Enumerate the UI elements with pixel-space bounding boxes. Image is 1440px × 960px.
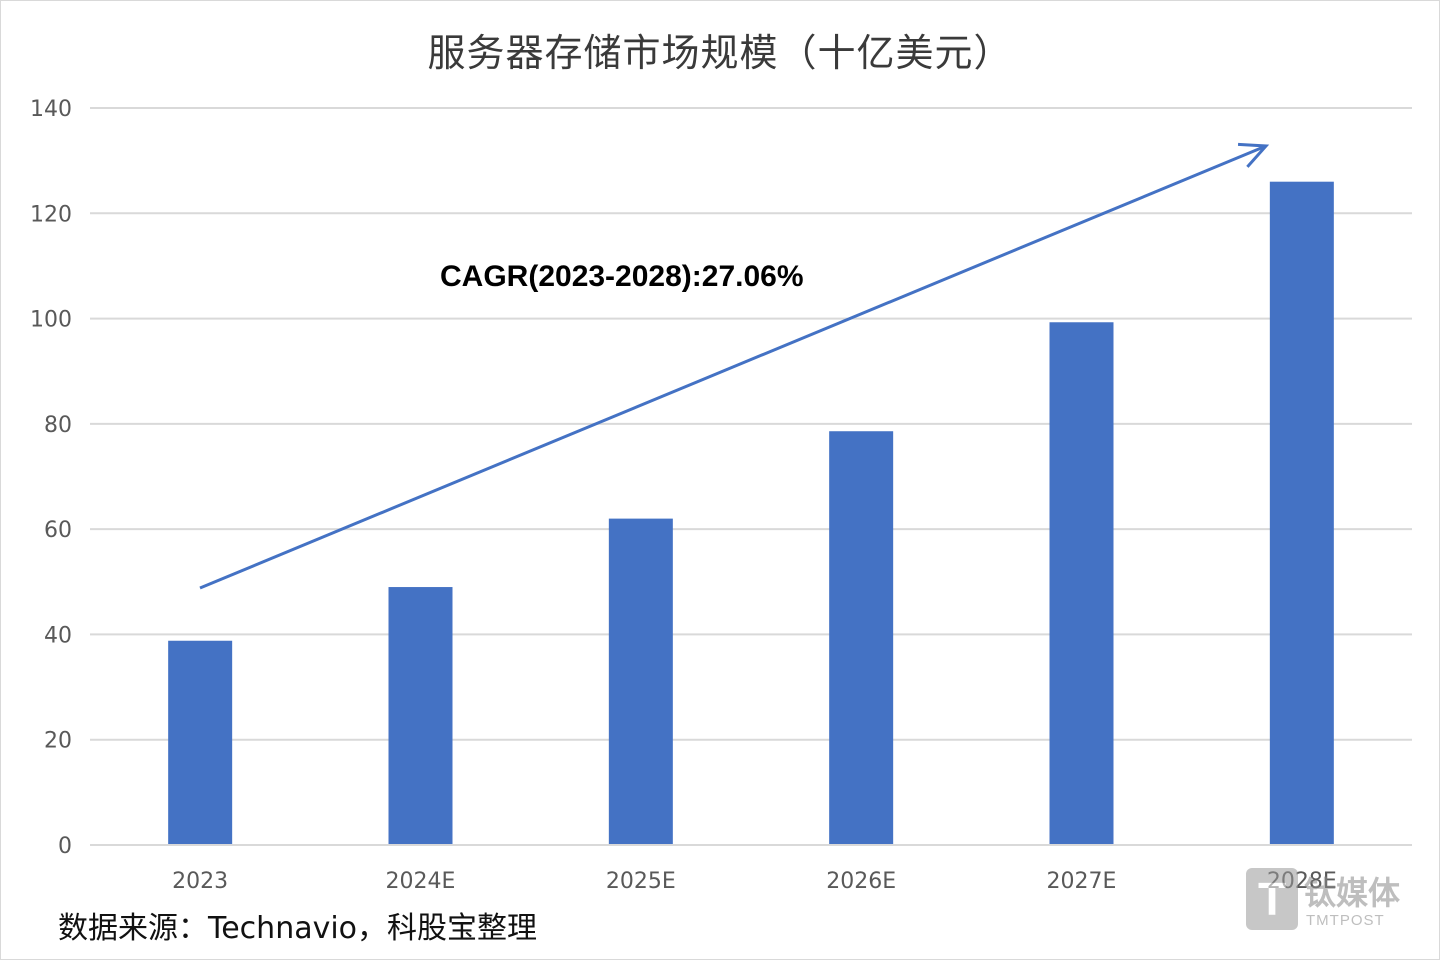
y-tick-label: 120	[30, 202, 72, 227]
x-tick-label: 2027E	[1047, 869, 1117, 894]
bar	[388, 587, 453, 845]
y-tick-label: 100	[30, 308, 72, 333]
y-tick-label: 20	[44, 729, 72, 754]
chart-title: 服务器存储市场规模（十亿美元）	[427, 31, 1013, 75]
y-tick-label: 80	[44, 413, 72, 438]
bar	[829, 431, 894, 845]
trend-arrow	[199, 142, 1270, 590]
bar	[1269, 181, 1334, 845]
gridlines	[90, 107, 1412, 741]
trend-line	[199, 144, 1267, 590]
bar	[1049, 322, 1114, 845]
cagr-annotation: CAGR(2023-2028):27.06%	[440, 260, 804, 293]
y-tick-label: 0	[58, 834, 72, 859]
bars	[168, 181, 1334, 845]
watermark-brand: TMTPOST	[1306, 912, 1385, 929]
x-tick-label: 2023	[172, 869, 228, 894]
x-tick-label: 2025E	[606, 869, 676, 894]
watermark: T 钛媒体 TMTPOST	[1246, 864, 1406, 942]
watermark-logo-icon: T	[1246, 868, 1298, 930]
x-tick-label: 2024E	[386, 869, 456, 894]
y-tick-label: 140	[30, 97, 72, 122]
bar	[608, 518, 673, 845]
x-tick-label: 2026E	[826, 869, 896, 894]
y-axis-ticks: 0 20 40 60 80 100 120 140	[30, 97, 72, 859]
x-axis-ticks: 2023 2024E 2025E 2026E 2027E 2028E	[172, 869, 1337, 894]
source-note: 数据来源：Technavio，科股宝整理	[58, 911, 538, 946]
watermark-name: 钛媒体	[1304, 874, 1401, 912]
arrow-head-icon	[1237, 142, 1270, 168]
y-tick-label: 60	[44, 518, 72, 543]
y-tick-label: 40	[44, 623, 72, 648]
bar	[168, 640, 233, 845]
